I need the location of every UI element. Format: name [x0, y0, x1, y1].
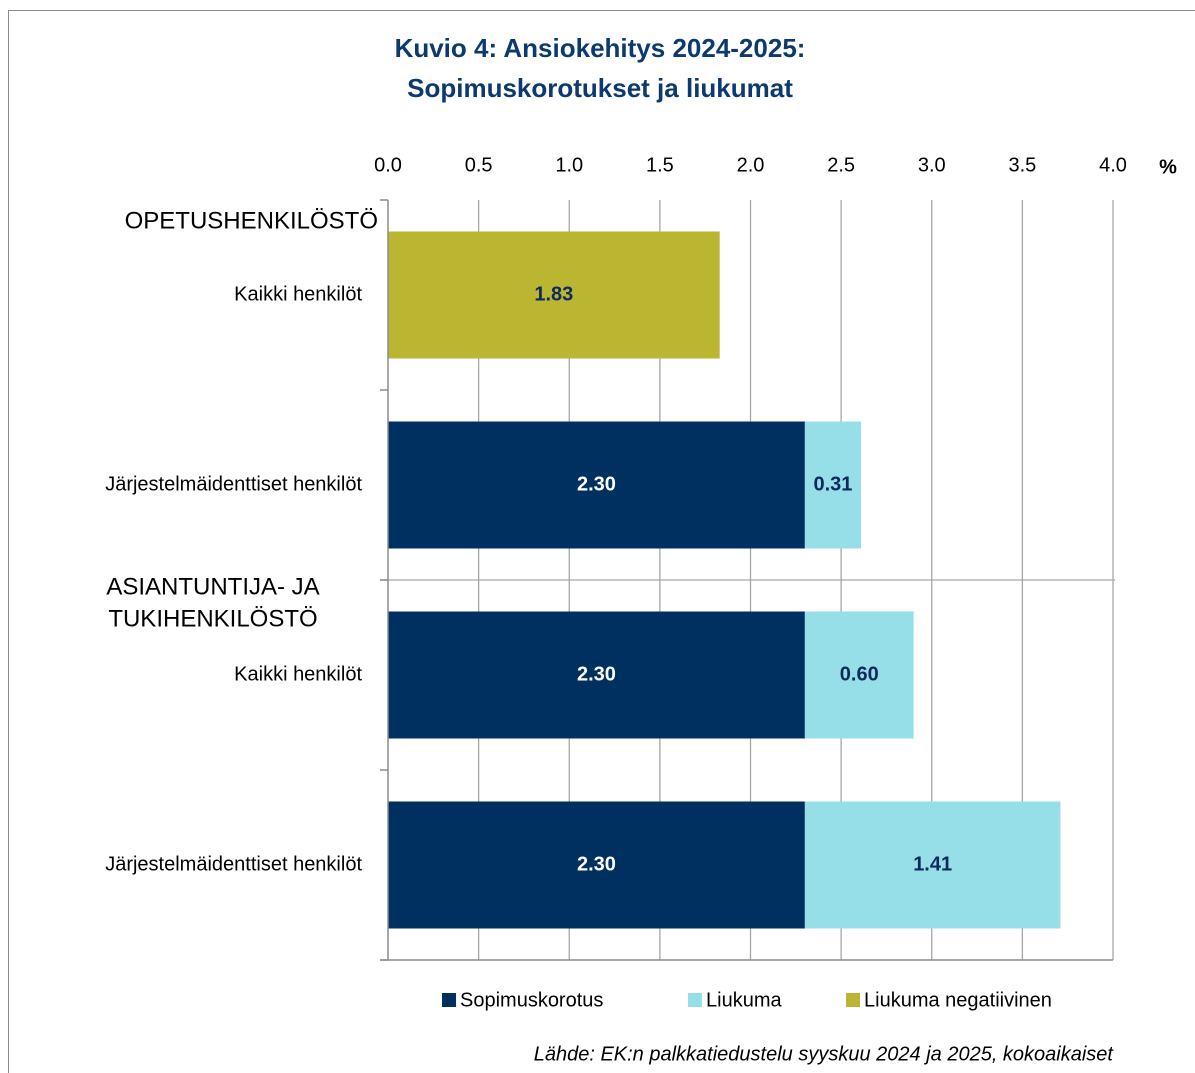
legend-swatch: [846, 993, 860, 1007]
bar: [388, 801, 805, 929]
group-label: ASIANTUNTIJA- JA: [106, 573, 319, 600]
axis-unit: %: [1159, 156, 1177, 178]
bar: [804, 611, 914, 739]
y-tick-label: Kaikki henkilöt: [234, 663, 362, 685]
y-tick-label: Järjestelmäidenttiset henkilöt: [105, 473, 362, 495]
x-tick-label: 1.5: [646, 154, 674, 176]
bar: [388, 231, 720, 359]
chart-title: Kuvio 4: Ansiokehitys 2024-2025:: [395, 33, 806, 63]
chart-title: Sopimuskorotukset ja liukumat: [407, 73, 793, 103]
x-tick-label: 0.5: [465, 154, 493, 176]
group-label: OPETUSHENKILÖSTÖ: [125, 207, 378, 234]
x-tick-label: 2.0: [737, 154, 765, 176]
y-tick-label: Kaikki henkilöt: [234, 283, 362, 305]
x-tick-label: 2.5: [827, 154, 855, 176]
legend-swatch: [442, 993, 456, 1007]
data-label: 2.30: [577, 473, 616, 495]
x-tick-label: 3.5: [1008, 154, 1036, 176]
bar: [804, 801, 1061, 929]
source: Lähde: EK:n palkkatiedustelu syyskuu 202…: [534, 1043, 1115, 1065]
y-tick-label: Järjestelmäidenttiset henkilöt: [105, 853, 362, 875]
legend-label: Sopimuskorotus: [460, 989, 603, 1011]
x-tick-label: 0.0: [374, 154, 402, 176]
data-label: 0.60: [840, 663, 879, 685]
x-tick-label: 4.0: [1099, 154, 1127, 176]
group-label: TUKIHENKILÖSTÖ: [108, 605, 317, 632]
x-tick-label: 1.0: [555, 154, 583, 176]
legend-label: Liukuma negatiivinen: [864, 989, 1052, 1011]
data-label: 1.41: [913, 853, 952, 875]
bar: [388, 611, 805, 739]
data-label: 1.83: [534, 283, 573, 305]
x-tick-label: 3.0: [918, 154, 946, 176]
data-label: 2.30: [577, 663, 616, 685]
legend-label: Liukuma: [706, 989, 782, 1011]
bar: [804, 421, 862, 549]
legend-swatch: [688, 993, 702, 1007]
data-label: 2.30: [577, 853, 616, 875]
bar: [388, 421, 805, 549]
data-label: 0.31: [814, 473, 853, 495]
